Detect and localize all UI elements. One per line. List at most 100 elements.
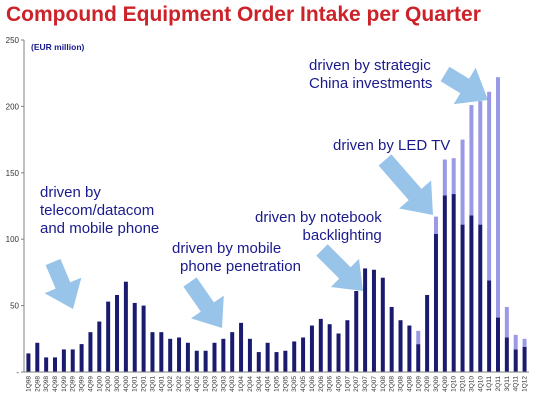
x-tick-label: 3Q00	[114, 376, 121, 392]
bar-base	[159, 332, 164, 372]
bar-stack	[469, 105, 474, 216]
x-tick-label: 1Q06	[309, 376, 316, 392]
x-tick-label: 1Q10	[451, 376, 458, 392]
bar-stack	[522, 338, 527, 347]
x-tick-label: 2Q10	[460, 376, 467, 392]
bar-base	[451, 194, 456, 372]
bar-base	[168, 338, 173, 372]
arrow-notebook	[316, 244, 363, 291]
bar-base	[185, 342, 190, 372]
arrow-telecom	[44, 258, 82, 309]
x-tick-label: 1Q01	[132, 376, 139, 392]
bar-stack	[433, 216, 438, 234]
bar-stack	[478, 101, 483, 225]
bar-base	[513, 349, 518, 372]
bar-base	[442, 195, 447, 372]
bar-base	[487, 280, 492, 372]
x-tick-label: 4Q02	[194, 376, 201, 392]
bar-base	[70, 349, 75, 372]
x-tick-label: 1Q04	[238, 376, 245, 392]
x-tick-label: 2Q99	[70, 376, 77, 392]
bar-base	[247, 338, 252, 372]
bar-base	[230, 332, 235, 372]
bar-stack	[495, 77, 500, 318]
x-tick-label: 4Q00	[123, 376, 130, 392]
annotation-led-tv: driven by LED TV	[333, 137, 451, 154]
x-tick-label: 1Q09	[415, 376, 422, 392]
x-tick-label: 1Q12	[522, 376, 529, 392]
x-tick-label: 4Q05	[300, 376, 307, 392]
arrow-led-tv	[378, 154, 433, 215]
bar-base	[44, 357, 49, 372]
x-tick-label: 1Q03	[203, 376, 210, 392]
bar-stack	[513, 334, 518, 350]
x-tick-label: 4Q98	[52, 376, 59, 392]
chart-title: Compound Equipment Order Intake per Quar…	[6, 3, 481, 26]
bar-base	[283, 350, 288, 372]
bar-base	[522, 346, 527, 372]
bar-base	[239, 322, 244, 372]
bar-base	[79, 344, 84, 372]
x-tick-label: 3Q98	[43, 376, 50, 392]
bar-base	[389, 306, 394, 372]
x-tick-label: 3Q99	[79, 376, 86, 392]
x-tick-label: 2Q11	[495, 376, 502, 392]
x-tick-label: 3Q09	[433, 376, 440, 392]
bar-base	[433, 233, 438, 372]
y-tick-label: 100	[6, 235, 20, 244]
bar-base	[495, 317, 500, 372]
bar-base	[53, 357, 58, 372]
bar-base	[309, 325, 314, 372]
x-tick-label: 2Q05	[282, 376, 289, 392]
bar-base	[115, 294, 120, 372]
x-tick-label: 3Q11	[504, 376, 511, 392]
x-tick-label: 2Q06	[318, 376, 325, 392]
bar-stack	[442, 159, 447, 196]
bar-base	[371, 269, 376, 372]
x-tick-label: 4Q09	[442, 376, 449, 392]
x-tick-label: 2Q02	[176, 376, 183, 392]
x-tick-label: 1Q99	[61, 376, 68, 392]
x-tick-label: 3Q03	[220, 376, 227, 392]
y-tick-label: 200	[6, 102, 20, 111]
bar-base	[221, 338, 226, 372]
bar-base	[292, 341, 297, 372]
x-tick-label: 4Q07	[371, 376, 378, 392]
bar-base	[265, 342, 270, 372]
bar-base	[301, 337, 306, 372]
annotation-china: driven by strategic China investments	[309, 57, 433, 92]
bar-base	[141, 305, 146, 372]
bar-base	[398, 320, 403, 372]
x-tick-label: 2Q00	[105, 376, 112, 392]
x-tick-label: 2Q09	[424, 376, 431, 392]
annotation-mobile-penetration: driven by mobile phone penetration	[172, 240, 301, 275]
unit-label: (EUR million)	[31, 42, 85, 52]
bar-stack	[460, 139, 465, 225]
x-tick-label: 4Q99	[87, 376, 94, 392]
x-tick-label: 1Q07	[344, 376, 351, 392]
annotation-notebook: driven by notebook backlighting	[255, 209, 382, 244]
bar-base	[97, 321, 102, 372]
x-tick-label: 2Q01	[141, 376, 148, 392]
bar-stack	[416, 330, 421, 345]
annotation-telecom: driven by telecom/datacom and mobile pho…	[40, 184, 160, 237]
x-tick-label: 3Q01	[149, 376, 156, 392]
bar-base	[177, 337, 182, 372]
x-tick-label: 4Q10	[477, 376, 484, 392]
bar-base	[212, 342, 217, 372]
x-tick-label: 3Q05	[291, 376, 298, 392]
x-tick-label: 4Q04	[265, 376, 272, 392]
x-tick-label: 1Q08	[380, 376, 387, 392]
bar-base	[318, 318, 323, 372]
bar-base	[61, 349, 66, 372]
bar-base	[88, 332, 93, 372]
bar-base	[132, 302, 137, 372]
x-tick-label: 2Q98	[34, 376, 41, 392]
x-tick-label: 4Q01	[158, 376, 165, 392]
x-tick-label: 3Q08	[398, 376, 405, 392]
bar-base	[460, 224, 465, 372]
x-tick-label: 1Q02	[167, 376, 174, 392]
bar-base	[345, 320, 350, 372]
